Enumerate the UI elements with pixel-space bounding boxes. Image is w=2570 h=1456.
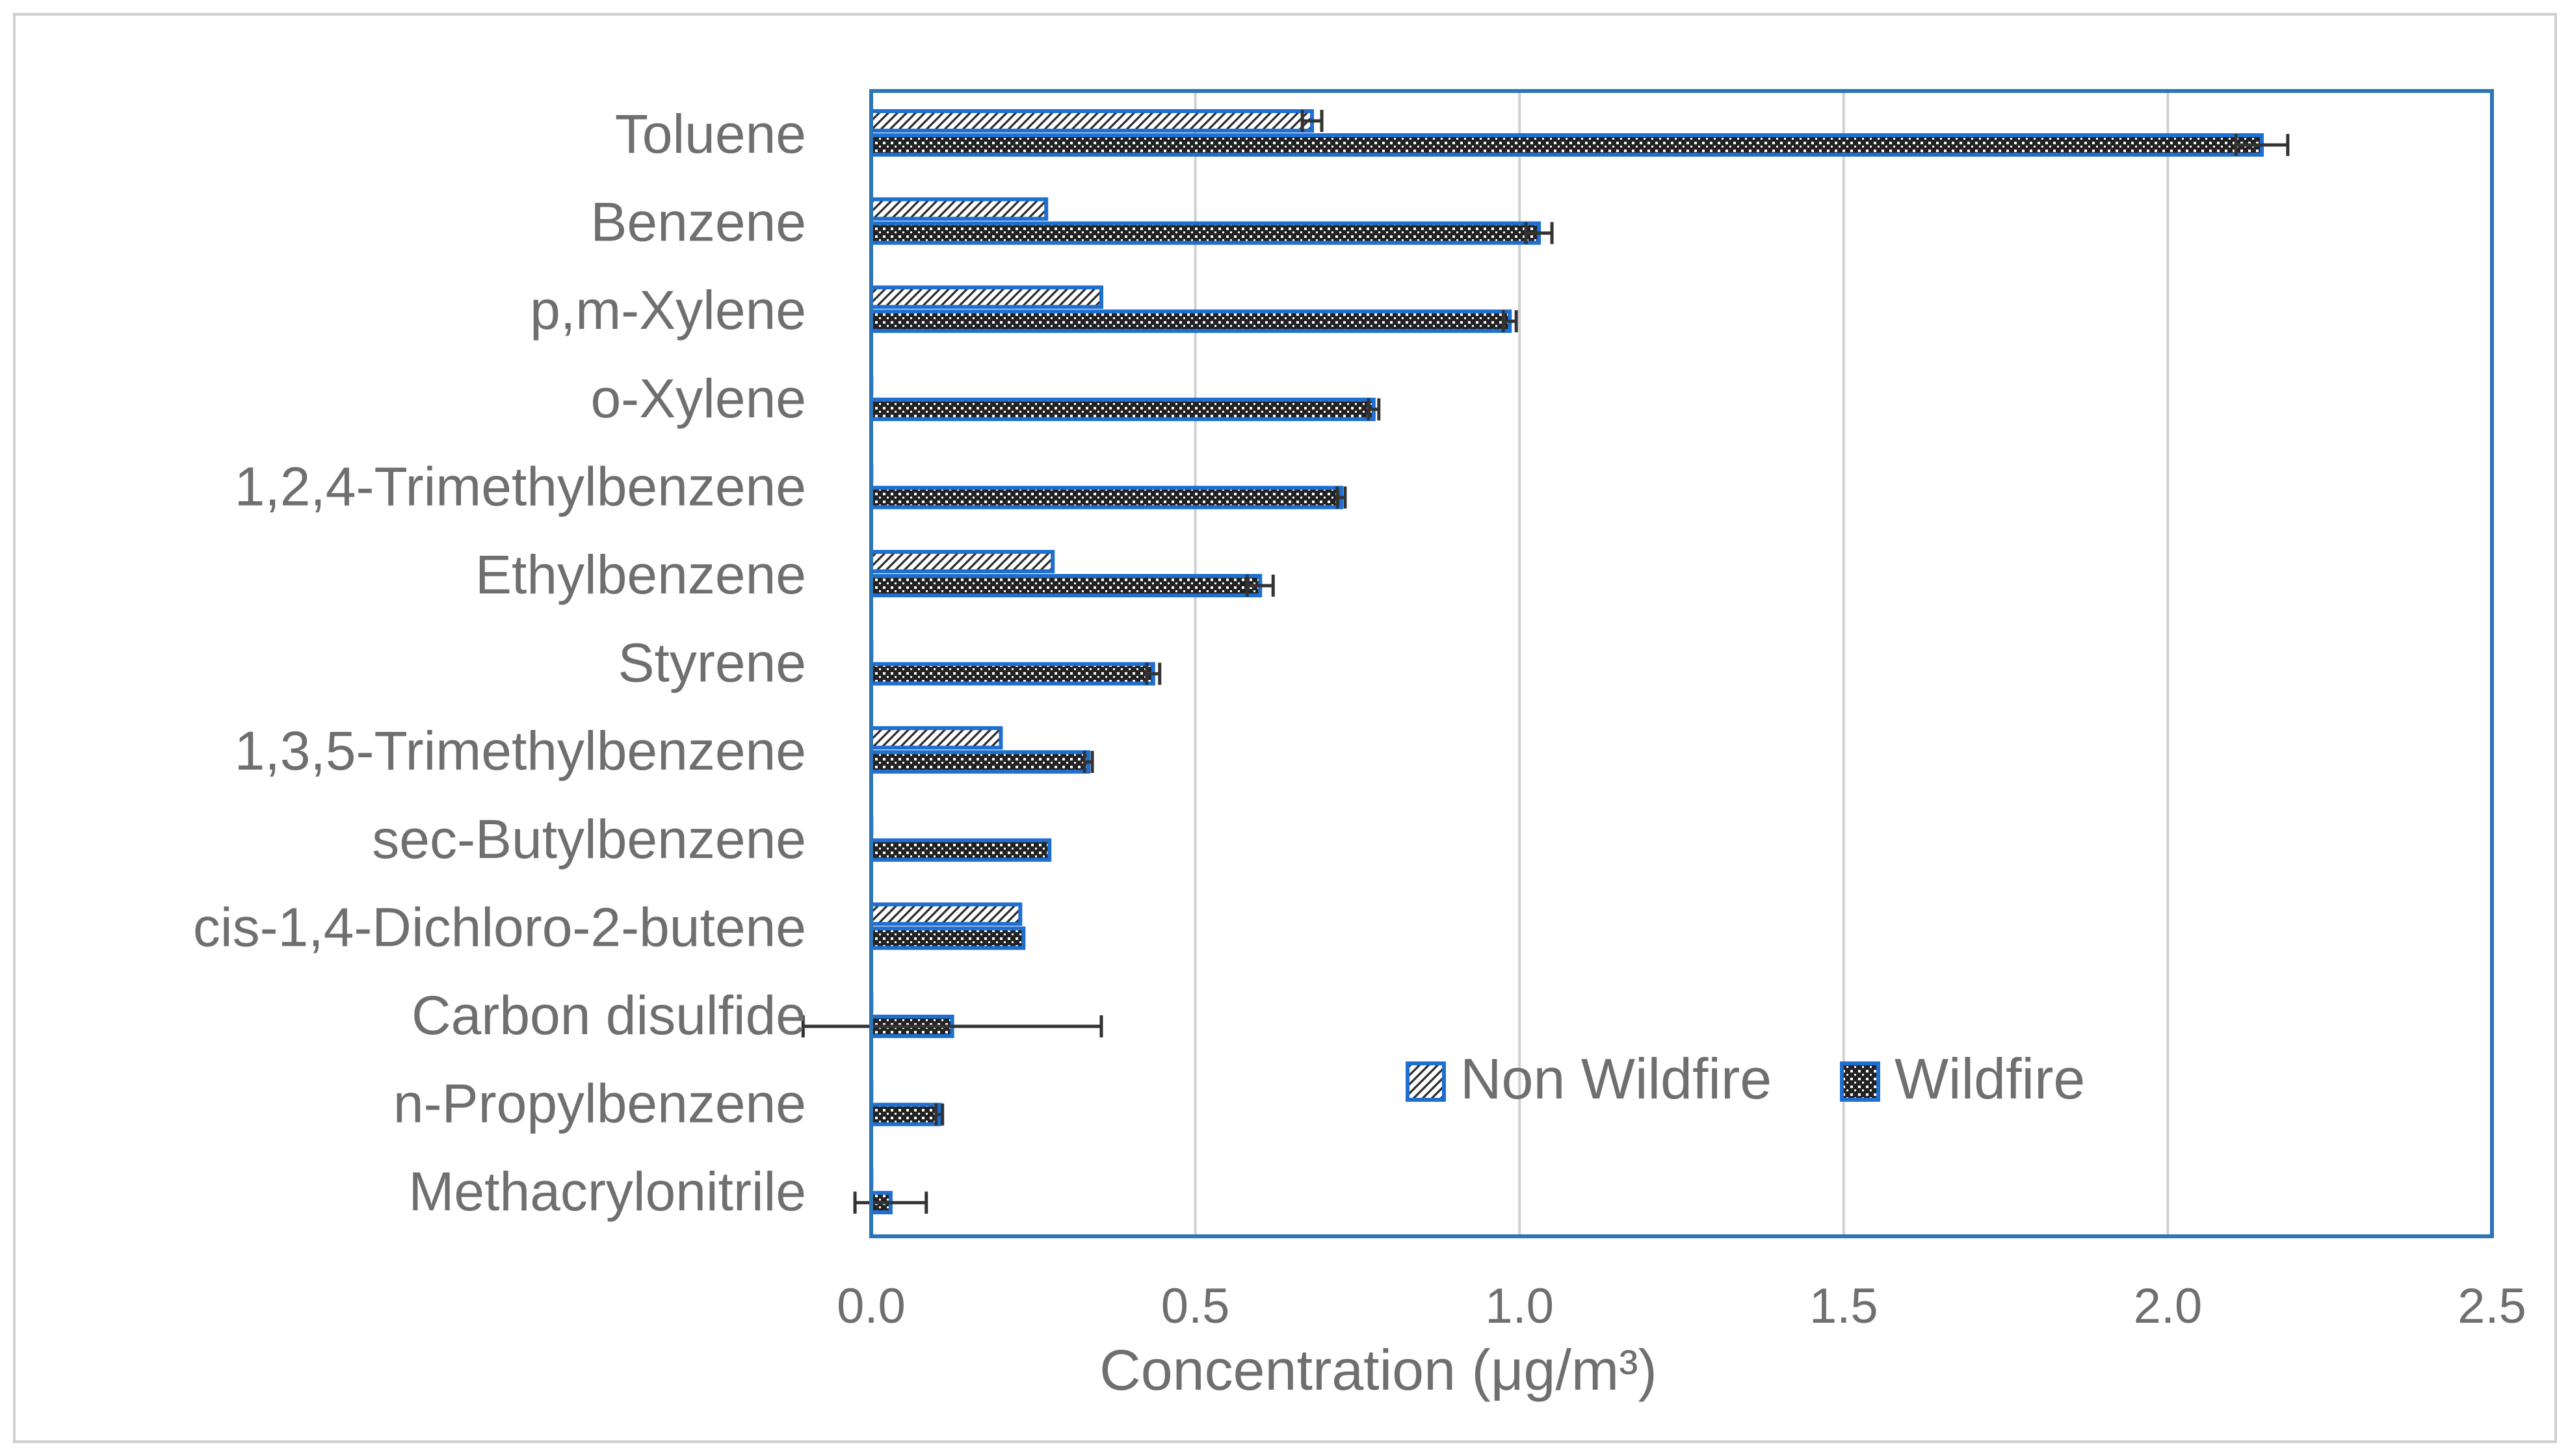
category-label: Carbon disulfide bbox=[412, 985, 806, 1046]
bar-wildfire bbox=[869, 750, 1091, 774]
category-label: cis-1,4-Dichloro-2-butene bbox=[193, 896, 806, 957]
x-tick-label: 2.0 bbox=[2134, 1279, 2203, 1334]
category-label: 1,2,4-Trimethylbenzene bbox=[235, 456, 806, 517]
category-labels: Toluene Benzene p,m-Xylene o-Xylene 1,2,4-Tr… bbox=[193, 103, 806, 1222]
bar-wildfire bbox=[869, 309, 1512, 333]
error-bar bbox=[1082, 751, 1094, 774]
error-bar bbox=[2234, 134, 2290, 156]
bar-wildfire bbox=[869, 133, 2264, 157]
error-bar bbox=[1524, 222, 1554, 244]
error-bar bbox=[1335, 486, 1347, 509]
category-label: Toluene bbox=[615, 103, 806, 164]
error-bar bbox=[1300, 110, 1324, 132]
x-tick-label: 1.5 bbox=[1809, 1279, 1878, 1334]
bar-wildfire bbox=[869, 574, 1263, 597]
bar-wildfire bbox=[869, 221, 1541, 245]
x-tick-label: 1.0 bbox=[1485, 1279, 1554, 1334]
category-label: o-Xylene bbox=[590, 368, 806, 429]
category-label: sec-Butylbenzene bbox=[372, 809, 806, 870]
x-tick-label: 0.5 bbox=[1161, 1279, 1230, 1334]
bar-non-wildfire bbox=[869, 109, 1315, 133]
error-bar bbox=[1245, 575, 1275, 597]
category-label: 1,3,5-Trimethylbenzene bbox=[235, 720, 806, 781]
category-label: Styrene bbox=[618, 632, 807, 694]
legend-label-wildfire: Wildfire bbox=[1895, 1046, 2085, 1111]
legend-swatch-wildfire bbox=[1840, 1061, 1880, 1102]
chart-frame bbox=[13, 13, 2557, 1443]
x-tick-label: 2.5 bbox=[2458, 1279, 2526, 1334]
bar-non-wildfire bbox=[869, 285, 1104, 309]
x-axis-title: Concentration (μg/m³) bbox=[1099, 1338, 1657, 1402]
legend: Non Wildfire Wildfire bbox=[1406, 1046, 2085, 1111]
x-tick-labels: 0.0 0.5 1.0 1.5 2.0 2.5 bbox=[837, 1279, 2526, 1334]
error-bar bbox=[1367, 398, 1381, 421]
bar-non-wildfire bbox=[869, 726, 1003, 750]
bar-non-wildfire bbox=[869, 902, 1023, 926]
error-bar bbox=[853, 1191, 928, 1214]
bar-non-wildfire bbox=[869, 550, 1055, 573]
bar-wildfire bbox=[869, 926, 1026, 950]
bar-wildfire bbox=[869, 838, 1052, 862]
error-bar bbox=[1145, 662, 1162, 685]
bar-wildfire bbox=[869, 662, 1155, 686]
legend-swatch-non-wildfire bbox=[1406, 1061, 1446, 1102]
error-bar bbox=[1501, 310, 1518, 333]
error-bar bbox=[934, 1103, 945, 1126]
error-bar bbox=[801, 1015, 1103, 1037]
bar-wildfire bbox=[869, 1102, 941, 1126]
error-bars bbox=[801, 110, 2290, 1214]
x-tick-label: 0.0 bbox=[837, 1279, 906, 1334]
bar-wildfire bbox=[869, 486, 1343, 510]
bar-non-wildfire bbox=[869, 197, 1049, 221]
category-label: Methacrylonitrile bbox=[408, 1161, 806, 1222]
category-label: Benzene bbox=[590, 192, 806, 253]
legend-label-non-wildfire: Non Wildfire bbox=[1460, 1046, 1772, 1111]
category-label: p,m-Xylene bbox=[530, 280, 806, 341]
bar-wildfire bbox=[869, 397, 1376, 421]
gridlines bbox=[1194, 91, 2170, 1236]
category-label: n-Propylbenzene bbox=[393, 1073, 806, 1134]
plot-area-border bbox=[869, 89, 2494, 1238]
category-label: Ethylbenzene bbox=[475, 544, 806, 605]
